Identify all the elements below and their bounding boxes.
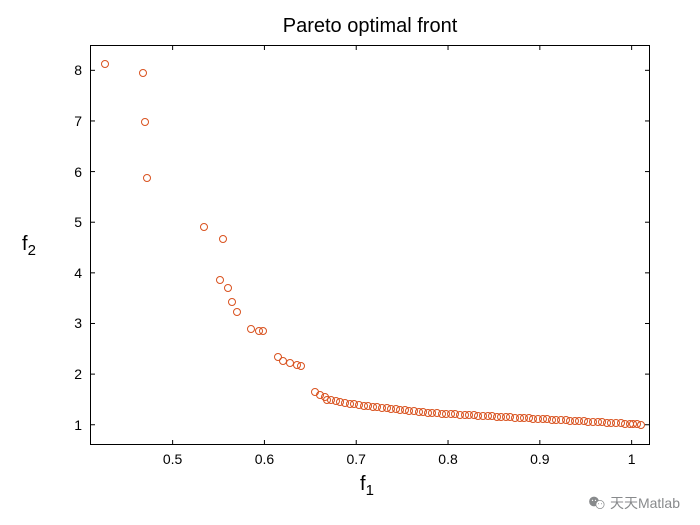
scatter-marker — [224, 284, 232, 292]
y-tick-label: 2 — [52, 366, 82, 382]
y-tick-label: 3 — [52, 315, 82, 331]
x-axis-label: f1 — [360, 473, 374, 499]
chart-container: Pareto optimal front f1 f2 天天Matlab 0.5 0… — [0, 0, 700, 525]
scatter-marker — [637, 421, 645, 429]
y-axis-label: f2 — [22, 233, 36, 259]
wechat-icon — [588, 494, 606, 512]
y-tick-label: 1 — [52, 417, 82, 433]
y-tick-label: 7 — [52, 113, 82, 129]
x-tick-label: 0.8 — [438, 451, 457, 467]
chart-title: Pareto optimal front — [90, 15, 650, 38]
axes-box — [90, 45, 650, 445]
watermark-text: 天天Matlab — [610, 493, 680, 513]
x-tick-label: 1 — [628, 451, 636, 467]
x-tick-label: 0.6 — [255, 451, 274, 467]
plot-area — [90, 45, 650, 445]
scatter-marker — [143, 174, 151, 182]
x-tick-label: 0.7 — [346, 451, 365, 467]
y-tick-label: 8 — [52, 62, 82, 78]
scatter-marker — [247, 325, 255, 333]
scatter-marker — [259, 327, 267, 335]
scatter-marker — [101, 60, 109, 68]
x-tick-label: 0.5 — [163, 451, 182, 467]
y-tick-label: 5 — [52, 214, 82, 230]
scatter-marker — [141, 118, 149, 126]
y-tick-label: 6 — [52, 164, 82, 180]
y-tick-label: 4 — [52, 265, 82, 281]
x-tick-label: 0.9 — [530, 451, 549, 467]
watermark: 天天Matlab — [588, 493, 680, 513]
